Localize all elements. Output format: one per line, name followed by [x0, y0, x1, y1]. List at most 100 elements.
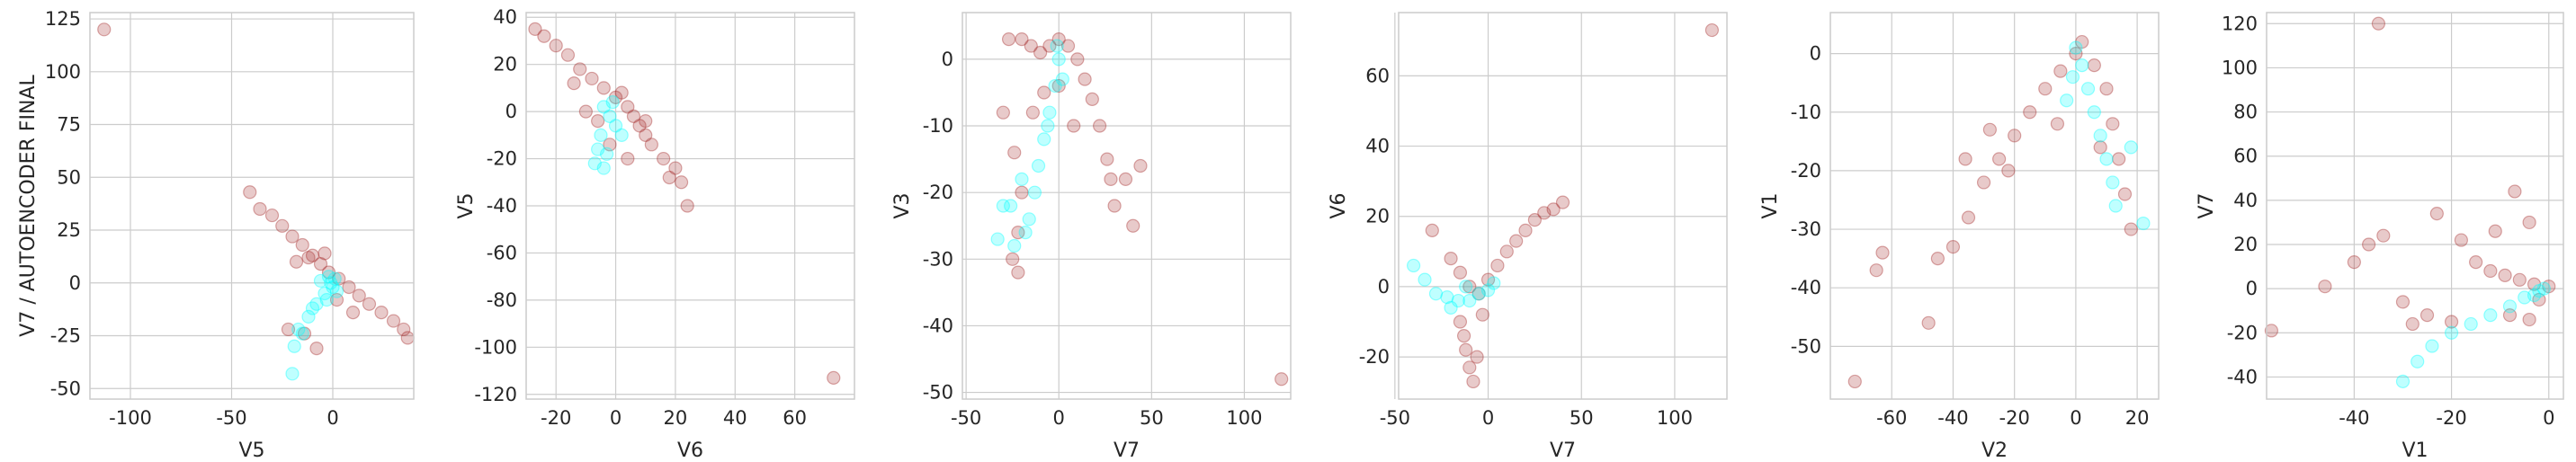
data-point: [2087, 105, 2101, 120]
data-point: [295, 237, 309, 253]
x-tick-label: 50: [1140, 407, 1164, 429]
subplot-5: -60 -40 -20 0 20 -50 -40 -30 -20 -10 0 V2 V1: [1759, 12, 2160, 462]
data-point: [1456, 329, 1471, 343]
series-2: [990, 39, 1069, 253]
plot-area: [2267, 13, 2563, 399]
data-point: [1006, 252, 1020, 266]
y-axis-label: V5: [455, 192, 478, 218]
series-1: [2264, 16, 2556, 338]
data-point: [1480, 283, 1496, 298]
data-point: [1022, 212, 1036, 227]
plot-area: [90, 13, 414, 399]
data-point: [1453, 265, 1468, 280]
data-point: [1018, 226, 1033, 240]
y-tick-label: -50: [923, 382, 953, 404]
data-point: [2454, 233, 2468, 247]
data-point: [2429, 207, 2444, 221]
data-point: [327, 271, 342, 286]
data-point: [2376, 228, 2391, 243]
x-axis-label: V7: [1550, 440, 1576, 458]
x-axis-label: V6: [677, 440, 703, 458]
y-tick-label: -25: [50, 325, 81, 347]
data-point: [291, 322, 306, 337]
data-point: [603, 138, 617, 152]
data-point: [2532, 284, 2546, 298]
data-point: [313, 257, 328, 271]
y-tick-label: -20: [1359, 346, 1390, 368]
data-point: [1480, 272, 1496, 287]
data-point: [1051, 32, 1066, 47]
series-1: [97, 22, 415, 356]
data-point: [2518, 290, 2532, 305]
data-point: [1085, 92, 1099, 106]
data-point: [1945, 240, 1961, 254]
data-point: [2444, 315, 2459, 329]
y-axis-label: V3: [891, 192, 914, 218]
y-tick-label: -10: [1791, 102, 1821, 123]
data-point: [605, 95, 620, 110]
data-point: [621, 151, 635, 166]
data-point: [2069, 47, 2083, 61]
data-point: [1118, 172, 1133, 186]
data-point: [1444, 252, 1458, 266]
data-point: [662, 170, 676, 185]
data-point: [1958, 152, 1972, 166]
y-tick-label: -20: [923, 182, 953, 203]
data-point: [2395, 374, 2411, 388]
data-point: [287, 339, 301, 353]
data-point: [2112, 152, 2126, 166]
data-point: [591, 142, 605, 156]
x-tick-label: 0: [2543, 407, 2554, 429]
data-point: [2527, 277, 2542, 291]
data-point: [1011, 265, 1025, 280]
data-point: [1037, 132, 1051, 147]
data-point: [1060, 39, 1076, 53]
data-point: [1100, 152, 1114, 166]
y-tick-label: -80: [487, 289, 517, 311]
y-tick-label: -120: [474, 384, 517, 405]
data-point: [614, 85, 629, 100]
data-point: [657, 151, 671, 166]
data-point: [319, 292, 334, 307]
data-point: [2050, 117, 2065, 131]
series-2: [2395, 281, 2551, 388]
data-point: [2508, 184, 2522, 199]
series-2: [2060, 40, 2151, 231]
x-tick-label: 0: [1053, 407, 1065, 429]
data-point: [1451, 293, 1465, 308]
data-point: [1024, 39, 1038, 53]
data-point: [301, 309, 316, 324]
data-point: [1078, 72, 1092, 86]
data-point: [560, 48, 576, 62]
data-point: [2536, 281, 2551, 296]
data-point: [1487, 276, 1501, 290]
y-tick-label: 80: [2233, 102, 2258, 123]
x-tick-label: -50: [216, 407, 246, 429]
data-point: [1033, 45, 1048, 60]
data-point: [1067, 119, 1081, 133]
data-point: [1518, 223, 1533, 237]
x-tick-label: -100: [109, 407, 152, 429]
data-point: [321, 270, 336, 284]
series-1: [528, 22, 841, 386]
data-point: [1440, 290, 1454, 305]
data-point: [1001, 32, 1016, 47]
subplot-1: -100 -50 0 -50 -25 0 25 50 75 100 125 V5 V7 / AUTOEN…: [17, 8, 415, 462]
data-point: [596, 81, 611, 95]
data-point: [587, 156, 602, 171]
data-point: [585, 71, 599, 86]
y-tick-label: 0: [69, 272, 81, 294]
data-point: [2522, 215, 2536, 230]
data-point: [2469, 255, 2483, 270]
plot-area: [1399, 13, 1727, 399]
x-tick-label: -60: [1876, 407, 1907, 429]
data-point: [2483, 308, 2498, 323]
data-point: [1041, 119, 1055, 133]
y-tick-label: -40: [923, 315, 953, 336]
data-point: [639, 128, 653, 142]
x-axis-label: V1: [2402, 440, 2428, 458]
data-point: [2318, 280, 2332, 294]
data-point: [1459, 280, 1473, 294]
